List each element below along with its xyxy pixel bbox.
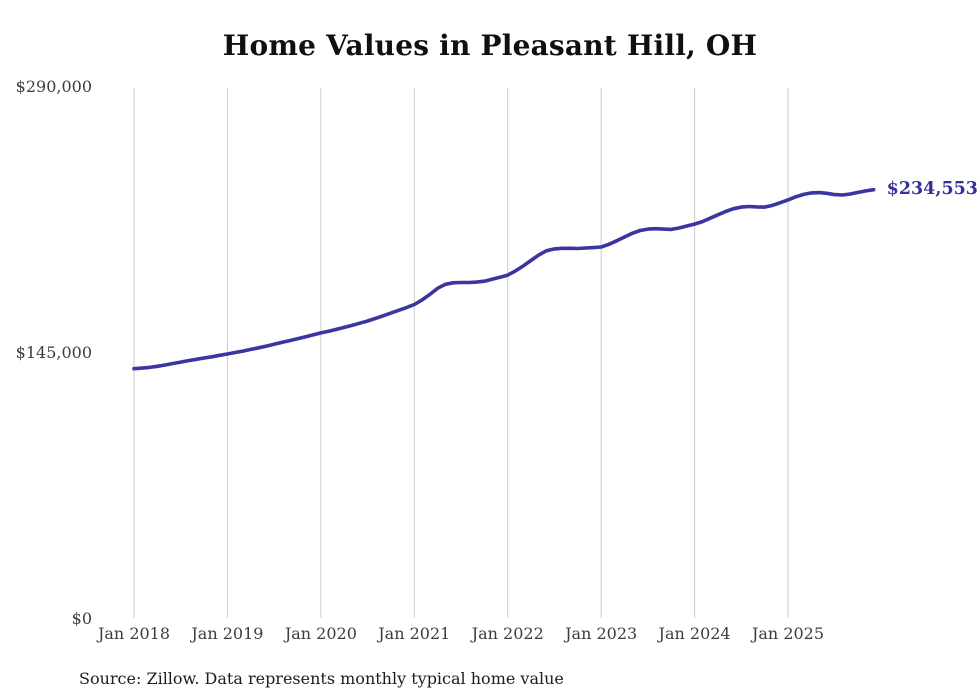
home-value-line [132,187,876,371]
x-tick-label: Jan 2020 [284,624,357,643]
x-tick-label: Jan 2025 [751,624,825,643]
x-tick-label: Jan 2022 [471,624,544,643]
chart-title: Home Values in Pleasant Hill, OH [222,29,758,62]
x-tick-label: Jan 2023 [565,624,638,643]
source-note: Source: Zillow. Data represents monthly … [79,669,564,688]
y-tick-label: $0 [71,609,92,628]
series-end-value-label: $234,553 [886,178,978,199]
x-tick-label: Jan 2024 [658,624,731,643]
y-tick-label: $145,000 [15,343,92,362]
x-tick-label: Jan 2021 [378,624,451,643]
x-tick-label: Jan 2018 [97,624,171,643]
y-tick-label: $290,000 [15,77,92,96]
x-tick-label: Jan 2019 [191,624,264,643]
